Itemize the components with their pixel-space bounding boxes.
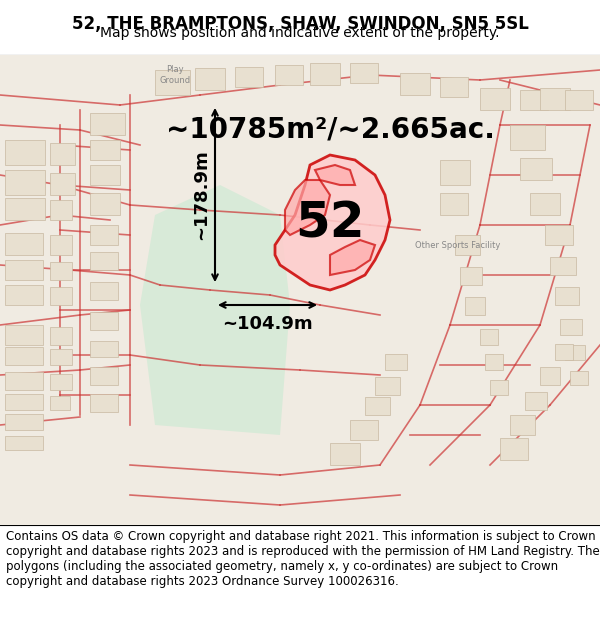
Bar (440, 160, 470, 185)
Bar (465, 297, 485, 315)
Bar (520, 158, 552, 180)
Text: Contains OS data © Crown copyright and database right 2021. This information is : Contains OS data © Crown copyright and d… (6, 530, 600, 588)
Bar (90, 282, 118, 300)
Bar (375, 377, 400, 395)
Bar (385, 354, 407, 370)
Bar (50, 200, 72, 220)
Bar (5, 260, 43, 280)
Bar (500, 438, 528, 460)
Bar (50, 287, 72, 305)
Bar (50, 143, 75, 165)
Polygon shape (285, 180, 330, 235)
Bar (440, 77, 468, 97)
Text: ~10785m²/~2.665ac.: ~10785m²/~2.665ac. (166, 116, 494, 144)
Bar (195, 68, 225, 90)
Bar (275, 65, 303, 85)
Bar (350, 420, 378, 440)
Bar (460, 267, 482, 285)
Bar (510, 415, 535, 435)
Bar (90, 193, 120, 215)
Bar (90, 165, 120, 185)
Bar (5, 140, 45, 165)
Bar (50, 327, 72, 345)
Text: ~104.9m: ~104.9m (222, 315, 313, 333)
Bar (555, 344, 573, 360)
Bar (5, 285, 43, 305)
Bar (365, 397, 390, 415)
Polygon shape (140, 185, 290, 435)
Bar (90, 113, 125, 135)
Bar (530, 193, 560, 215)
Bar (540, 367, 560, 385)
Text: Other Sports Facility: Other Sports Facility (415, 241, 500, 249)
Text: 52, THE BRAMPTONS, SHAW, SWINDON, SN5 5SL: 52, THE BRAMPTONS, SHAW, SWINDON, SN5 5S… (71, 16, 529, 33)
Bar (490, 380, 508, 395)
Bar (5, 436, 43, 450)
Bar (520, 90, 548, 110)
Bar (510, 125, 545, 150)
Bar (560, 319, 582, 335)
Bar (90, 225, 118, 245)
Bar (155, 70, 190, 95)
Bar (545, 225, 573, 245)
Bar (50, 173, 75, 195)
Bar (455, 235, 480, 255)
Bar (565, 345, 585, 360)
Bar (350, 63, 378, 83)
Bar (90, 140, 120, 160)
Bar (5, 325, 43, 345)
Bar (480, 88, 510, 110)
Bar (50, 396, 70, 410)
Bar (90, 341, 118, 357)
Bar (50, 349, 72, 365)
Bar (480, 329, 498, 345)
Bar (5, 233, 43, 255)
Bar (5, 394, 43, 410)
Bar (525, 392, 547, 410)
Bar (330, 443, 360, 465)
Bar (5, 170, 45, 195)
Bar (5, 414, 43, 430)
Text: ~178.9m: ~178.9m (192, 149, 210, 241)
Bar (570, 371, 588, 385)
Polygon shape (330, 240, 375, 275)
Bar (90, 312, 118, 330)
Bar (90, 394, 118, 412)
Bar (50, 262, 72, 280)
Bar (550, 257, 576, 275)
Polygon shape (315, 165, 355, 185)
Text: Map shows position and indicative extent of the property.: Map shows position and indicative extent… (100, 26, 500, 39)
Bar (565, 90, 593, 110)
Bar (90, 367, 118, 385)
Text: Play
Ground: Play Ground (160, 65, 191, 85)
Bar (5, 372, 43, 390)
Bar (50, 235, 72, 255)
Bar (400, 73, 430, 95)
Bar (235, 67, 263, 87)
Polygon shape (275, 155, 390, 290)
Bar (440, 193, 468, 215)
Bar (90, 252, 118, 270)
Bar (50, 374, 72, 390)
Text: 52: 52 (295, 199, 365, 247)
Bar (5, 198, 45, 220)
Bar (310, 63, 340, 85)
Bar (555, 287, 579, 305)
Bar (540, 88, 570, 110)
Bar (485, 354, 503, 370)
Bar (5, 347, 43, 365)
